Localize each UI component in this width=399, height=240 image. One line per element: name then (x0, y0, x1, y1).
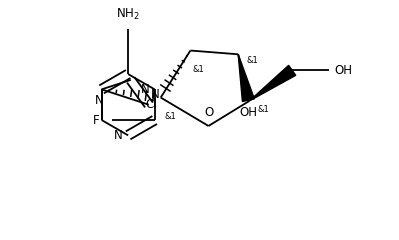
Text: NH$_2$: NH$_2$ (116, 7, 140, 22)
Text: N: N (95, 95, 104, 108)
Text: F: F (93, 114, 100, 126)
Text: OH: OH (239, 106, 257, 119)
Text: &1: &1 (192, 65, 204, 74)
Text: N: N (141, 83, 150, 96)
Text: &1: &1 (257, 105, 269, 114)
Text: OH: OH (334, 64, 352, 77)
Polygon shape (238, 54, 254, 102)
Text: O: O (204, 106, 213, 119)
Text: N: N (114, 129, 123, 142)
Text: &1: &1 (165, 112, 176, 121)
Text: Cl: Cl (145, 98, 157, 111)
Text: N: N (151, 88, 160, 101)
Text: &1: &1 (246, 56, 258, 65)
Polygon shape (249, 65, 296, 101)
